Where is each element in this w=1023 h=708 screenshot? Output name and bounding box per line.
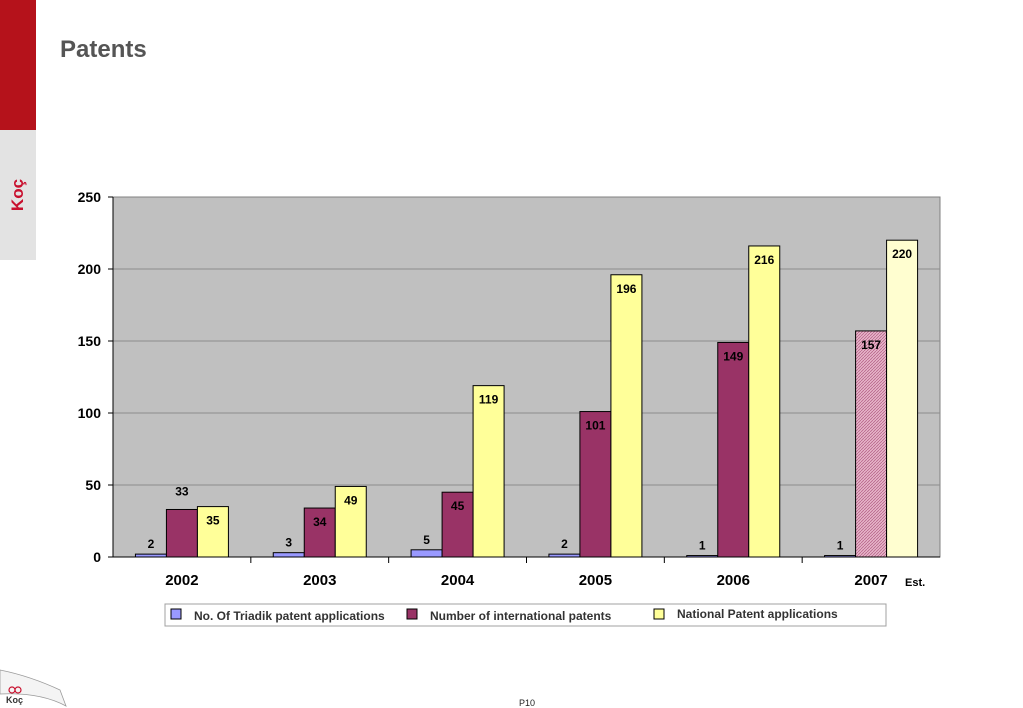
side-accent-bar [0, 0, 36, 130]
data-label: 3 [285, 536, 292, 550]
bar-triadik [272, 552, 305, 558]
legend-swatch [653, 608, 665, 620]
bar-national [196, 506, 229, 558]
patents-bar-chart: 0 50 100 150 200 250 2002 2 33 35 2003 3 34 49 2004 5 45… [78, 189, 941, 627]
bar-international [579, 411, 612, 558]
x-tick-label: 2004 [441, 572, 475, 589]
x-tick-label: 2005 [579, 572, 612, 589]
legend-swatch [170, 608, 182, 620]
bar-international [441, 491, 474, 558]
bar-national [334, 485, 367, 558]
legend-box [164, 603, 887, 627]
data-label: 49 [344, 493, 358, 507]
data-label: 216 [754, 253, 774, 267]
data-label: 1 [837, 539, 844, 553]
plot-area [112, 196, 941, 558]
x-tick-label: 2002 [165, 572, 198, 589]
data-label: 45 [451, 499, 465, 513]
x-tick-label: 2007 [854, 572, 887, 589]
bar-international [303, 507, 336, 558]
bar-national [472, 385, 505, 558]
y-tick-label: 0 [93, 549, 101, 565]
data-label: 196 [616, 282, 636, 296]
bar-triadik [824, 555, 857, 558]
bar-international [717, 341, 750, 558]
y-tick-label: 250 [78, 189, 102, 205]
page-number: P10 [519, 698, 536, 708]
data-label: 149 [723, 349, 743, 363]
data-label: 101 [585, 419, 605, 433]
bar-national [886, 239, 919, 558]
bar-national [748, 245, 781, 558]
legend-label: Number of international patents [430, 609, 612, 623]
x-tick-label: 2006 [717, 572, 750, 589]
data-label: 34 [313, 515, 327, 529]
y-tick-label: 200 [78, 261, 102, 277]
data-label: 33 [175, 484, 189, 498]
koc-logo-icon [0, 669, 67, 707]
legend-swatch [406, 608, 418, 620]
bar-triadik [134, 553, 167, 558]
x-tick-label: 2003 [303, 572, 336, 589]
bar-triadik [548, 553, 581, 558]
y-tick-label: 100 [78, 405, 102, 421]
data-label: 2 [561, 537, 568, 551]
data-label: 119 [479, 393, 499, 407]
bar-triadik [410, 549, 443, 558]
legend-label: National Patent applications [677, 607, 838, 621]
data-label: 157 [861, 338, 881, 352]
y-tick-label: 50 [85, 477, 101, 493]
data-label: 35 [206, 514, 220, 528]
bar-triadik [686, 555, 719, 558]
estimate-annotation: Est. [905, 577, 925, 589]
bar-national [610, 274, 643, 558]
data-label: 1 [699, 539, 706, 553]
legend-label: No. Of Triadik patent applications [194, 609, 385, 623]
side-logo-panel [0, 130, 36, 260]
bar-international [165, 508, 198, 558]
page-title: Patents [60, 36, 147, 63]
data-label: 5 [423, 533, 430, 547]
bar-international [855, 330, 888, 558]
data-label: 2 [148, 537, 155, 551]
y-tick-label: 150 [78, 333, 102, 349]
footer-brand-text: Koç [6, 695, 24, 705]
data-label: 220 [892, 247, 912, 261]
